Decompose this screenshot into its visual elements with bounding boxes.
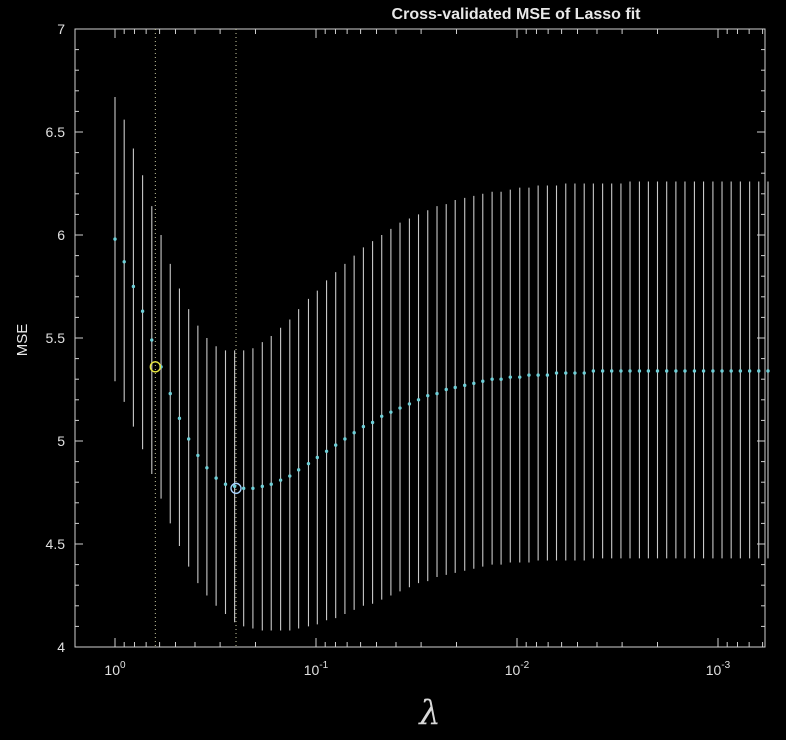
highlight-circle xyxy=(149,361,162,373)
data-point xyxy=(655,369,660,373)
data-point xyxy=(205,466,209,470)
data-point xyxy=(260,484,264,489)
data-point xyxy=(131,284,136,289)
data-point xyxy=(628,369,632,373)
data-point xyxy=(757,369,761,373)
data-point xyxy=(306,461,311,466)
data-point xyxy=(168,391,172,396)
data-point xyxy=(536,373,540,377)
x-tick-label: 10-1 xyxy=(304,660,329,678)
data-point xyxy=(343,437,347,441)
data-point xyxy=(241,486,246,491)
data-point xyxy=(766,369,770,373)
data-point xyxy=(747,369,752,373)
data-point xyxy=(352,431,356,435)
highlight-circle xyxy=(230,482,242,495)
data-point xyxy=(729,369,733,373)
data-point xyxy=(582,371,586,375)
data-point xyxy=(637,369,642,373)
data-point xyxy=(573,371,577,375)
data-point xyxy=(140,309,145,313)
data-point xyxy=(646,369,651,373)
data-point xyxy=(223,482,228,486)
y-tick-label: 6 xyxy=(57,227,65,243)
data-point xyxy=(490,377,494,381)
data-point xyxy=(380,414,384,418)
data-point xyxy=(472,381,476,386)
x-tick-label: 10-2 xyxy=(505,660,530,678)
data-point xyxy=(683,369,687,373)
y-tick-label: 4 xyxy=(57,639,65,655)
data-point xyxy=(609,369,614,373)
data-point xyxy=(389,410,393,414)
y-tick-label: 5.5 xyxy=(46,330,66,346)
data-point xyxy=(619,369,623,373)
data-point xyxy=(113,237,117,241)
data-point xyxy=(444,387,448,392)
data-point xyxy=(150,338,154,342)
data-point xyxy=(416,398,421,402)
data-point xyxy=(701,369,706,373)
data-point xyxy=(711,369,715,373)
data-point xyxy=(674,369,678,373)
data-point xyxy=(453,385,457,390)
data-point xyxy=(177,416,182,421)
data-point xyxy=(196,453,200,458)
y-axis-label: MSE xyxy=(14,324,31,357)
data-point xyxy=(186,437,191,441)
data-point xyxy=(398,406,402,410)
data-point xyxy=(122,260,126,264)
data-point xyxy=(214,476,218,480)
data-point xyxy=(518,375,522,379)
data-point xyxy=(361,424,366,429)
data-point xyxy=(407,402,412,406)
y-tick-label: 5 xyxy=(57,433,65,449)
data-point xyxy=(333,443,338,447)
data-point xyxy=(591,369,596,373)
data-point xyxy=(600,369,605,373)
y-tick-label: 4.5 xyxy=(46,536,66,552)
data-point xyxy=(463,383,467,388)
x-axis-label: λ xyxy=(417,693,441,733)
data-point xyxy=(481,379,485,383)
data-point xyxy=(370,420,375,425)
data-point xyxy=(426,393,430,398)
data-point xyxy=(554,371,559,375)
data-point xyxy=(508,375,512,379)
data-point xyxy=(738,369,743,373)
data-point xyxy=(296,468,301,472)
x-tick-label: 100 xyxy=(104,660,126,678)
data-point xyxy=(324,449,329,453)
y-tick-label: 7 xyxy=(57,21,65,37)
y-tick-label: 6.5 xyxy=(46,124,66,140)
data-point xyxy=(269,482,273,486)
plot-frame xyxy=(74,28,766,648)
data-point xyxy=(315,455,320,460)
chart-title: Cross-validated MSE of Lasso fit xyxy=(392,6,642,23)
data-point xyxy=(232,484,237,489)
data-point xyxy=(251,486,255,491)
data-point xyxy=(435,391,439,396)
data-point xyxy=(720,369,724,373)
data-point xyxy=(692,369,697,373)
data-point xyxy=(527,373,531,377)
data-point xyxy=(499,377,503,381)
data-point xyxy=(288,474,292,478)
data-point xyxy=(278,478,283,482)
data-point xyxy=(664,369,669,373)
data-point xyxy=(564,371,568,375)
data-point xyxy=(545,373,550,377)
x-tick-label: 10-3 xyxy=(706,660,731,678)
